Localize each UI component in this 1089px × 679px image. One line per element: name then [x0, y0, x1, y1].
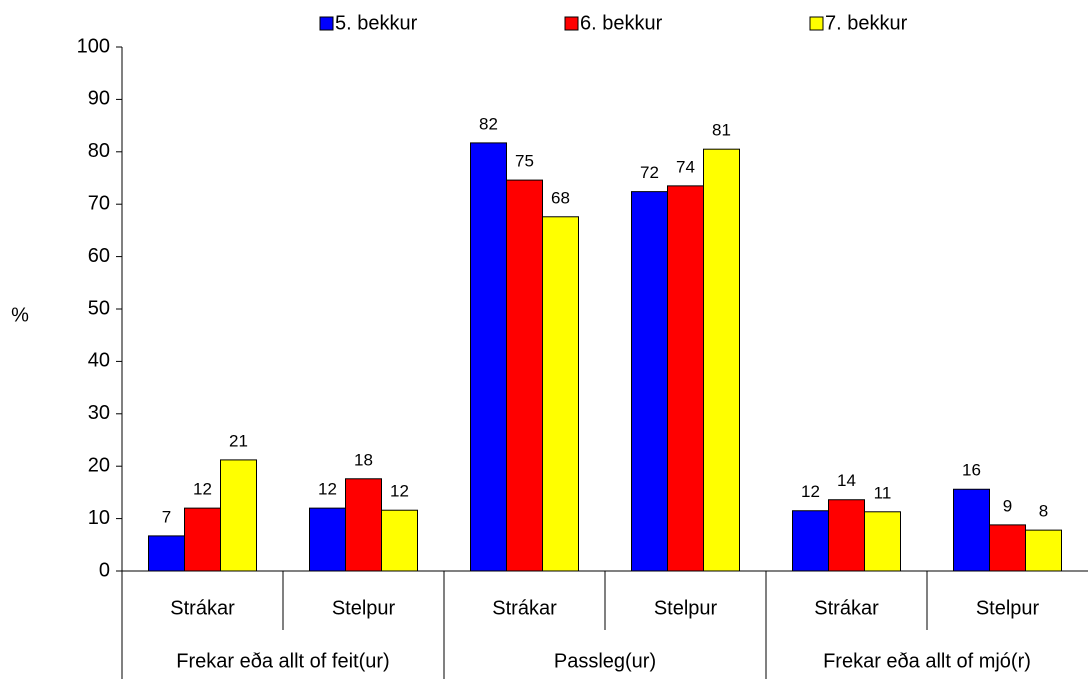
group-label: Passleg(ur)	[554, 650, 656, 672]
x-tick-label: Strákar	[492, 597, 557, 619]
bar	[792, 510, 829, 572]
data-label: 16	[962, 461, 981, 480]
x-tick-label: Stelpur	[976, 597, 1040, 619]
y-tick-label: 40	[88, 350, 110, 372]
bar	[1025, 529, 1062, 572]
y-tick-label: 0	[99, 559, 110, 581]
data-label: 12	[193, 480, 212, 499]
y-tick-label: 70	[88, 192, 110, 214]
bar	[953, 488, 990, 572]
bar	[989, 524, 1026, 572]
x-tick-label: Stelpur	[332, 597, 396, 619]
data-label: 12	[390, 482, 409, 501]
y-tick-label: 90	[88, 88, 110, 110]
bar	[381, 509, 418, 572]
y-tick-label: 10	[88, 507, 110, 529]
bar	[506, 179, 543, 572]
legend-label: 6. bekkur	[580, 12, 663, 34]
x-tick-label: Strákar	[170, 597, 235, 619]
y-tick-label: 20	[88, 454, 110, 476]
data-label: 12	[801, 482, 820, 501]
data-label: 82	[479, 114, 498, 133]
legend-label: 7. bekkur	[825, 12, 908, 34]
bar	[631, 191, 668, 572]
legend-swatch	[564, 16, 579, 31]
bar	[345, 478, 382, 572]
data-label: 8	[1039, 502, 1048, 521]
data-label: 7	[162, 507, 171, 526]
data-label: 9	[1003, 496, 1012, 515]
bar	[184, 507, 221, 572]
bar	[220, 459, 257, 572]
data-label: 68	[551, 188, 570, 207]
legend-swatch	[809, 16, 824, 31]
data-label: 72	[640, 163, 659, 182]
bar	[309, 507, 346, 572]
bar	[542, 216, 579, 572]
data-label: 18	[354, 450, 373, 469]
x-tick-label: Stelpur	[654, 597, 718, 619]
data-label: 11	[874, 483, 892, 502]
legend-swatch	[319, 16, 334, 31]
bar	[470, 142, 507, 572]
y-axis-label: %	[11, 304, 29, 326]
bar	[703, 148, 740, 572]
data-label: 21	[229, 431, 248, 450]
data-label: 74	[676, 157, 695, 176]
group-label: Frekar eða allt of mjó(r)	[823, 650, 1031, 672]
bar	[864, 511, 901, 572]
y-tick-label: 80	[88, 140, 110, 162]
bar	[828, 499, 865, 572]
y-tick-label: 60	[88, 245, 110, 267]
y-tick-label: 100	[77, 35, 110, 57]
data-label: 75	[515, 152, 534, 171]
bar	[667, 185, 704, 572]
data-label: 12	[318, 480, 337, 499]
data-label: 14	[837, 471, 856, 490]
bar	[148, 535, 185, 572]
y-tick-label: 30	[88, 402, 110, 424]
data-label: 81	[712, 121, 731, 140]
group-label: Frekar eða allt of feit(ur)	[176, 650, 389, 672]
y-tick-label: 50	[88, 297, 110, 319]
legend-label: 5. bekkur	[335, 12, 418, 34]
x-tick-label: Strákar	[814, 597, 879, 619]
